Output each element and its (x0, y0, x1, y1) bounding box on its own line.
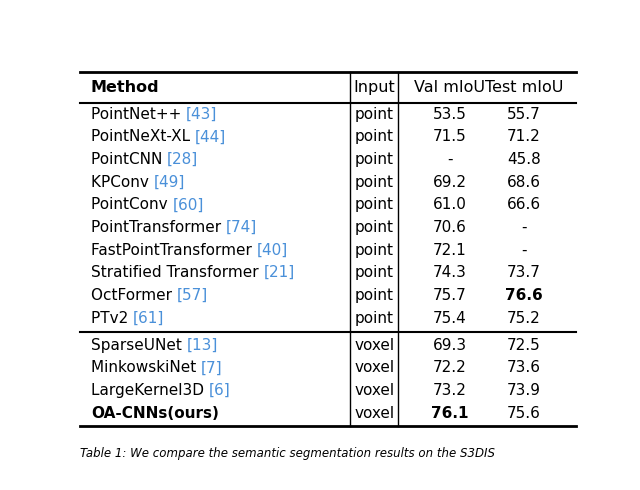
Text: 72.1: 72.1 (433, 243, 467, 258)
Text: Input: Input (353, 80, 395, 95)
Text: 75.7: 75.7 (433, 288, 467, 303)
Text: [61]: [61] (133, 311, 164, 325)
Text: Method: Method (91, 80, 159, 95)
Text: 73.9: 73.9 (507, 383, 541, 398)
Text: [49]: [49] (154, 174, 185, 190)
Text: 75.6: 75.6 (507, 406, 541, 420)
Text: [74]: [74] (226, 220, 257, 235)
Text: [40]: [40] (257, 243, 288, 258)
Text: 55.7: 55.7 (507, 107, 541, 122)
Text: -: - (447, 152, 452, 167)
Text: PointNeXt-XL: PointNeXt-XL (91, 129, 195, 145)
Text: voxel: voxel (354, 406, 394, 420)
Text: PTv2: PTv2 (91, 311, 133, 325)
Text: 66.6: 66.6 (507, 197, 541, 212)
Text: Stratified Transformer: Stratified Transformer (91, 265, 264, 280)
Text: [21]: [21] (264, 265, 294, 280)
Text: 71.5: 71.5 (433, 129, 467, 145)
Text: voxel: voxel (354, 383, 394, 398)
Text: KPConv: KPConv (91, 174, 154, 190)
Text: point: point (355, 311, 394, 325)
Text: 75.2: 75.2 (507, 311, 541, 325)
Text: LargeKernel3D: LargeKernel3D (91, 383, 209, 398)
Text: [44]: [44] (195, 129, 226, 145)
Text: SparseUNet: SparseUNet (91, 338, 187, 353)
Text: MinkowskiNet: MinkowskiNet (91, 360, 201, 375)
Text: [7]: [7] (201, 360, 223, 375)
Text: point: point (355, 152, 394, 167)
Text: [6]: [6] (209, 383, 230, 398)
Text: 70.6: 70.6 (433, 220, 467, 235)
Text: 45.8: 45.8 (507, 152, 541, 167)
Text: Test mIoU: Test mIoU (484, 80, 563, 95)
Text: point: point (355, 107, 394, 122)
Text: point: point (355, 288, 394, 303)
Text: PointConv: PointConv (91, 197, 172, 212)
Text: [13]: [13] (187, 338, 218, 353)
Text: 71.2: 71.2 (507, 129, 541, 145)
Text: PointCNN: PointCNN (91, 152, 167, 167)
Text: point: point (355, 265, 394, 280)
Text: point: point (355, 220, 394, 235)
Text: OctFormer: OctFormer (91, 288, 177, 303)
Text: FastPointTransformer: FastPointTransformer (91, 243, 257, 258)
Text: PointTransformer: PointTransformer (91, 220, 226, 235)
Text: point: point (355, 174, 394, 190)
Text: point: point (355, 197, 394, 212)
Text: -: - (521, 243, 527, 258)
Text: point: point (355, 243, 394, 258)
Text: [60]: [60] (172, 197, 204, 212)
Text: [28]: [28] (167, 152, 198, 167)
Text: voxel: voxel (354, 360, 394, 375)
Text: 76.6: 76.6 (505, 288, 543, 303)
Text: 68.6: 68.6 (507, 174, 541, 190)
Text: -: - (521, 220, 527, 235)
Text: OA-CNNs(ours): OA-CNNs(ours) (91, 406, 219, 420)
Text: 75.4: 75.4 (433, 311, 467, 325)
Text: 72.2: 72.2 (433, 360, 467, 375)
Text: 73.6: 73.6 (507, 360, 541, 375)
Text: 73.2: 73.2 (433, 383, 467, 398)
Text: PointNet++: PointNet++ (91, 107, 186, 122)
Text: Val mIoU: Val mIoU (414, 80, 485, 95)
Text: [57]: [57] (177, 288, 208, 303)
Text: 74.3: 74.3 (433, 265, 467, 280)
Text: 72.5: 72.5 (507, 338, 541, 353)
Text: 73.7: 73.7 (507, 265, 541, 280)
Text: Table 1: We compare the semantic segmentation results on the S3DIS: Table 1: We compare the semantic segment… (80, 447, 495, 460)
Text: 76.1: 76.1 (431, 406, 468, 420)
Text: point: point (355, 129, 394, 145)
Text: 69.2: 69.2 (433, 174, 467, 190)
Text: 53.5: 53.5 (433, 107, 467, 122)
Text: [43]: [43] (186, 107, 218, 122)
Text: 61.0: 61.0 (433, 197, 467, 212)
Text: 69.3: 69.3 (433, 338, 467, 353)
Text: voxel: voxel (354, 338, 394, 353)
